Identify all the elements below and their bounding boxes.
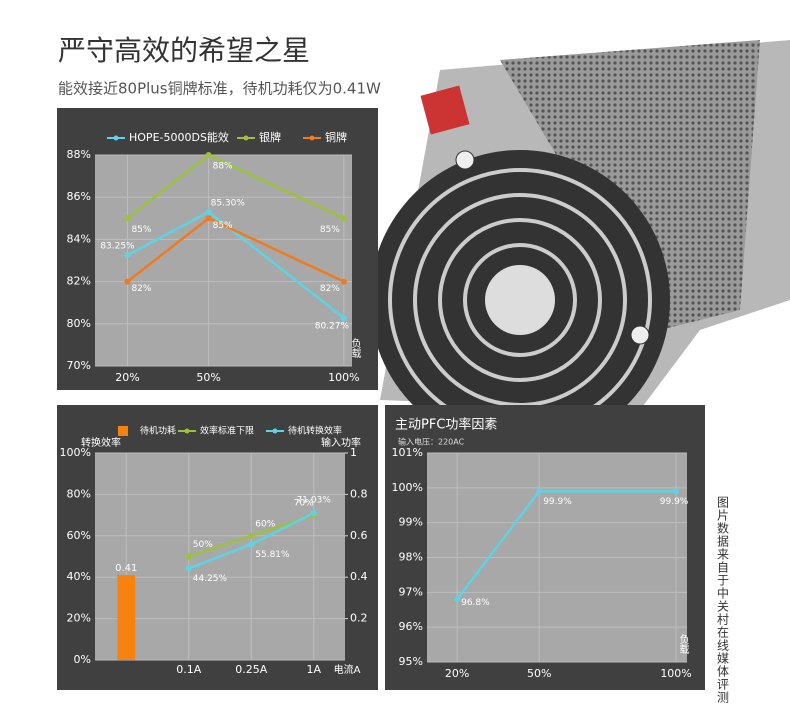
- point: [536, 488, 543, 495]
- legend-label: 效率标准下限: [200, 425, 254, 437]
- y-tick-label: 0%: [74, 653, 91, 666]
- legend-dot: [309, 135, 315, 141]
- y-tick-label: 99%: [399, 516, 423, 529]
- y2-tick-label: 0.6: [350, 529, 368, 542]
- y-tick-label: 40%: [67, 570, 91, 583]
- point: [205, 152, 212, 158]
- y2-tick-label: 0.8: [350, 487, 368, 500]
- x-tick-label: 100%: [328, 371, 359, 384]
- value-label: 80.27%: [315, 322, 350, 332]
- point: [673, 488, 680, 495]
- point: [454, 596, 461, 603]
- source-note: 图片数据来自于中关村在线媒体评测: [716, 496, 730, 704]
- value-label: 88%: [213, 162, 233, 172]
- x-axis-label: 负载: [677, 633, 689, 655]
- y-tick-label: 80%: [67, 317, 91, 330]
- y2-axis-label: 输入功率: [321, 436, 361, 449]
- y2-tick-label: 0.2: [350, 612, 368, 625]
- plot-area: [95, 155, 352, 366]
- value-label: 82%: [131, 284, 151, 294]
- point: [205, 208, 212, 215]
- legend-label: 待机转换效率: [288, 425, 342, 437]
- y-tick-label: 20%: [67, 612, 91, 625]
- y2-tick-label: 0.4: [350, 570, 368, 583]
- legend-label: 待机功耗: [140, 425, 176, 437]
- x-tick-label: 50%: [527, 667, 551, 680]
- legend-dot: [243, 135, 249, 141]
- value-label: 96.8%: [461, 598, 490, 608]
- chart-subtitle: 输入电压：220AC: [398, 437, 465, 447]
- point: [185, 553, 192, 560]
- page-subtitle: 能效接近80Plus铜牌标准，待机功耗仅为0.41W: [58, 80, 381, 98]
- value-label: 44.25%: [193, 574, 228, 584]
- y-tick-label: 100%: [60, 446, 91, 459]
- y-tick-label: 101%: [392, 446, 423, 459]
- point: [340, 215, 347, 222]
- value-label: 60%: [255, 519, 275, 529]
- x-axis-label: 电流A: [334, 663, 361, 676]
- point: [340, 278, 347, 285]
- value-label: 85%: [213, 221, 233, 231]
- x-tick-label: 50%: [196, 371, 220, 384]
- chart-title: 主动PFC功率因素: [395, 417, 497, 433]
- y-tick-label: 80%: [67, 487, 91, 500]
- point: [185, 565, 192, 572]
- y-axis-label: 转换效率: [81, 436, 121, 449]
- legend-label: HOPE-5000DS能效: [129, 130, 229, 144]
- value-label: 82%: [320, 284, 340, 294]
- y-tick-label: 96%: [399, 620, 423, 633]
- value-label: 99.9%: [660, 497, 689, 507]
- y2-tick-label: 1: [350, 446, 357, 459]
- legend-dot: [184, 428, 190, 434]
- y-tick-label: 97%: [399, 585, 423, 598]
- value-label: 99.9%: [543, 497, 572, 507]
- value-label: 83.25%: [100, 242, 135, 252]
- point: [205, 215, 212, 222]
- x-tick-label: 20%: [115, 371, 139, 384]
- y-tick-label: 70%: [67, 359, 91, 372]
- x-tick-label: 20%: [445, 667, 469, 680]
- point: [124, 278, 131, 285]
- y-tick-label: 95%: [399, 655, 423, 668]
- legend-label: 银牌: [259, 130, 281, 144]
- point: [248, 541, 255, 548]
- x-axis-label: 负载: [349, 337, 361, 359]
- point: [124, 252, 131, 259]
- y-tick-label: 82%: [67, 275, 91, 288]
- y-tick-label: 100%: [392, 481, 423, 494]
- legend-swatch: [118, 426, 128, 436]
- y-tick-label: 86%: [67, 190, 91, 203]
- value-label: 85%: [320, 225, 340, 235]
- value-label: 85.30%: [211, 198, 246, 208]
- x-tick-label: 100%: [660, 667, 691, 680]
- product-image: [370, 40, 790, 450]
- y-tick-label: 60%: [67, 529, 91, 542]
- y-tick-label: 88%: [67, 148, 91, 161]
- x-tick-label: 0.1A: [176, 663, 201, 676]
- x-tick-label: 0.25A: [235, 663, 267, 676]
- value-label: 50%: [193, 540, 213, 550]
- value-label: 85%: [131, 225, 151, 235]
- point: [248, 532, 255, 539]
- point: [310, 509, 317, 516]
- legend-label: 铜牌: [325, 130, 347, 144]
- value-label: 70%: [294, 499, 314, 509]
- bar: [117, 575, 136, 660]
- y-tick-label: 84%: [67, 232, 91, 245]
- x-tick-label: 1A: [306, 663, 321, 676]
- value-label: 55.81%: [255, 550, 290, 560]
- point: [340, 315, 347, 322]
- y-tick-label: 98%: [399, 551, 423, 564]
- legend-dot: [113, 135, 119, 141]
- point: [124, 215, 131, 222]
- page-title: 严守高效的希望之星: [58, 34, 310, 67]
- value-label: 71.03%: [297, 495, 332, 505]
- legend-dot: [272, 428, 278, 434]
- value-label: 0.41: [115, 563, 137, 574]
